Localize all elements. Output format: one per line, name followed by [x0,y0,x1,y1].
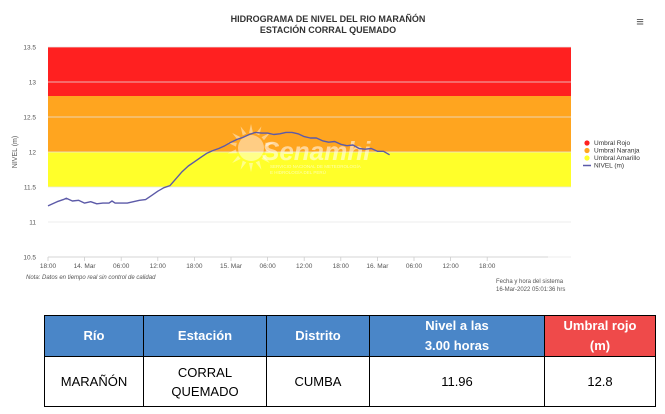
body-cell-text: CORRAL QUEMADO [148,363,262,401]
sun-ray [261,133,270,141]
legend-label: NIVEL (m) [594,163,624,170]
header-cell-line: Nivel a las [425,318,489,333]
legend-label: Umbral Amarillo [594,155,640,162]
table-cell: CORRAL QUEMADO [143,356,267,407]
chart-menu-button[interactable]: ≡ [633,14,647,28]
x-tick-label: 12:00 [296,263,313,270]
timestamp-label: Fecha y hora del sistema [496,279,564,285]
x-tick-label: 18:00 [40,263,57,270]
sun-ray [261,155,270,163]
y-tick-label: 13 [29,80,37,87]
series-line-nivel [47,131,390,207]
table-header-cell: Distrito [266,315,370,357]
x-tick-label: 12:00 [442,263,459,270]
band-umbral-rojo [48,47,571,96]
table-cell: MARAÑÓN [44,356,144,407]
table-header-cell: Nivel a las 3.00 horas [369,315,545,357]
header-cell-text: Distrito [271,326,365,346]
y-tick-label: 12.5 [23,115,36,122]
timestamp-value: 16-Mar-2022 05:01:36 hrs [496,287,565,293]
body-cell-line: CORRAL [177,364,233,380]
watermark-sub-line2: E HIDROLOGÍA DEL PERÚ [270,169,326,175]
y-tick-label: 13.5 [23,45,36,52]
watermark-logo-text: Senamhi [262,136,371,166]
table-header-row: Río Estación Distrito Nivel a las 3.00 horas… [44,315,656,357]
sun-ray [227,149,237,154]
header-cell-line: 3.00 horas [424,338,490,353]
summary-table: Río Estación Distrito Nivel a las 3.00 horas… [44,315,656,407]
sun-ray [249,124,253,133]
table-cell: 12.8 [544,356,656,407]
header-cell-line: Estación [177,328,233,343]
x-tick-label: 18:00 [186,263,203,270]
table-header-cell: Estación [143,315,267,357]
sun-ray [249,163,253,172]
x-tick-label: 18:00 [479,263,496,270]
y-tick-label: 11.5 [24,185,37,192]
header-cell-line: (m) [589,338,611,353]
table-cell: CUMBA [266,356,370,407]
body-cell-line: CUMBA [294,374,342,389]
x-tick-label: 14. Mar [74,263,97,270]
sun-ray [232,155,241,163]
y-tick-label: 12 [29,150,37,157]
body-cell-line: QUEMADO [171,383,239,399]
body-cell-line: 11.96 [441,374,473,389]
table-header-cell: Río [44,315,144,357]
x-axis-ticks: 18:00 14. Mar 06:00 12:00 18:00 15. Mar 06:00 1… [40,256,548,270]
body-cell-text: 12.8 [549,372,651,391]
hydrograph-chart: HIDROGRAMA DE NIVEL DEL RIO MARAÑÓN ESTA… [12,13,647,293]
body-cell-text: 11.96 [374,372,540,391]
band-umbral-naranja [48,96,571,152]
sun-ray [240,126,247,136]
legend-label: Umbral Rojo [594,140,631,147]
sun-ray [265,142,275,147]
sun-ray [240,160,247,170]
band-umbral-amarillo [48,152,571,187]
x-tick-label: 06:00 [113,263,130,270]
body-cell-text: CUMBA [271,372,365,391]
x-tick-label: 06:00 [259,263,276,270]
x-tick-label: 18:00 [333,263,350,270]
body-cell-text: MARAÑÓN [49,372,139,391]
header-cell-text: Nivel a las 3.00 horas [374,316,540,356]
watermark-sub-line1: SERVICIO NACIONAL DE METEOROLOGÍA [270,163,361,169]
series-layer [47,131,390,207]
header-cell-line: Río [83,328,105,343]
sun-ray [255,160,262,170]
legend-marker [584,140,590,146]
body-cell-line: MARAÑÓN [60,374,128,389]
header-cell-text: Río [49,326,139,346]
legend-label: Umbral Naranja [594,148,640,155]
y-axis-ticks: 10.5 11 11.5 12 12.5 13 13.5 [23,45,36,262]
legend-marker [584,147,590,154]
body-cell-line: 12.8 [587,374,613,389]
chart-subtitle: ESTACIÓN CORRAL QUEMADO [260,24,396,35]
x-tick-label: 15. Mar [220,263,243,270]
table-header-cell: Umbral rojo (m) [544,315,656,357]
y-tick-label: 10.5 [23,255,36,262]
chart-title: HIDROGRAMA DE NIVEL DEL RIO MARAÑÓN [231,13,426,24]
x-tick-label: 16. Mar [366,263,389,270]
x-tick-label: 12:00 [150,263,167,270]
header-cell-line: Umbral rojo [563,318,637,333]
chart-canvas: HIDROGRAMA DE NIVEL DEL RIO MARAÑÓN ESTA… [12,13,640,293]
threshold-bands [48,47,571,187]
hamburger-menu-icon: ≡ [636,13,644,29]
senamhi-watermark: Senamhi SERVICIO NACIONAL DE METEOROLOGÍ… [227,124,371,175]
y-tick-label: 11 [29,220,36,227]
sun-ray [265,149,275,154]
table-cell: 11.96 [369,356,545,407]
sun-ray [227,142,237,147]
header-cell-text: Umbral rojo (m) [549,316,651,356]
sun-logo [227,124,275,172]
header-cell-text: Estación [148,326,262,346]
chart-note: Nota: Datos en tiempo real sin control d… [26,275,156,281]
header-cell-line: Distrito [295,328,341,343]
legend-marker [584,155,590,161]
y-axis-title: NIVEL (m) [12,136,19,168]
x-tick-label: 06:00 [406,263,423,270]
table-row: MARAÑÓN CORRAL QUEMADO CUMBA 11.96 12.8 [44,356,656,407]
